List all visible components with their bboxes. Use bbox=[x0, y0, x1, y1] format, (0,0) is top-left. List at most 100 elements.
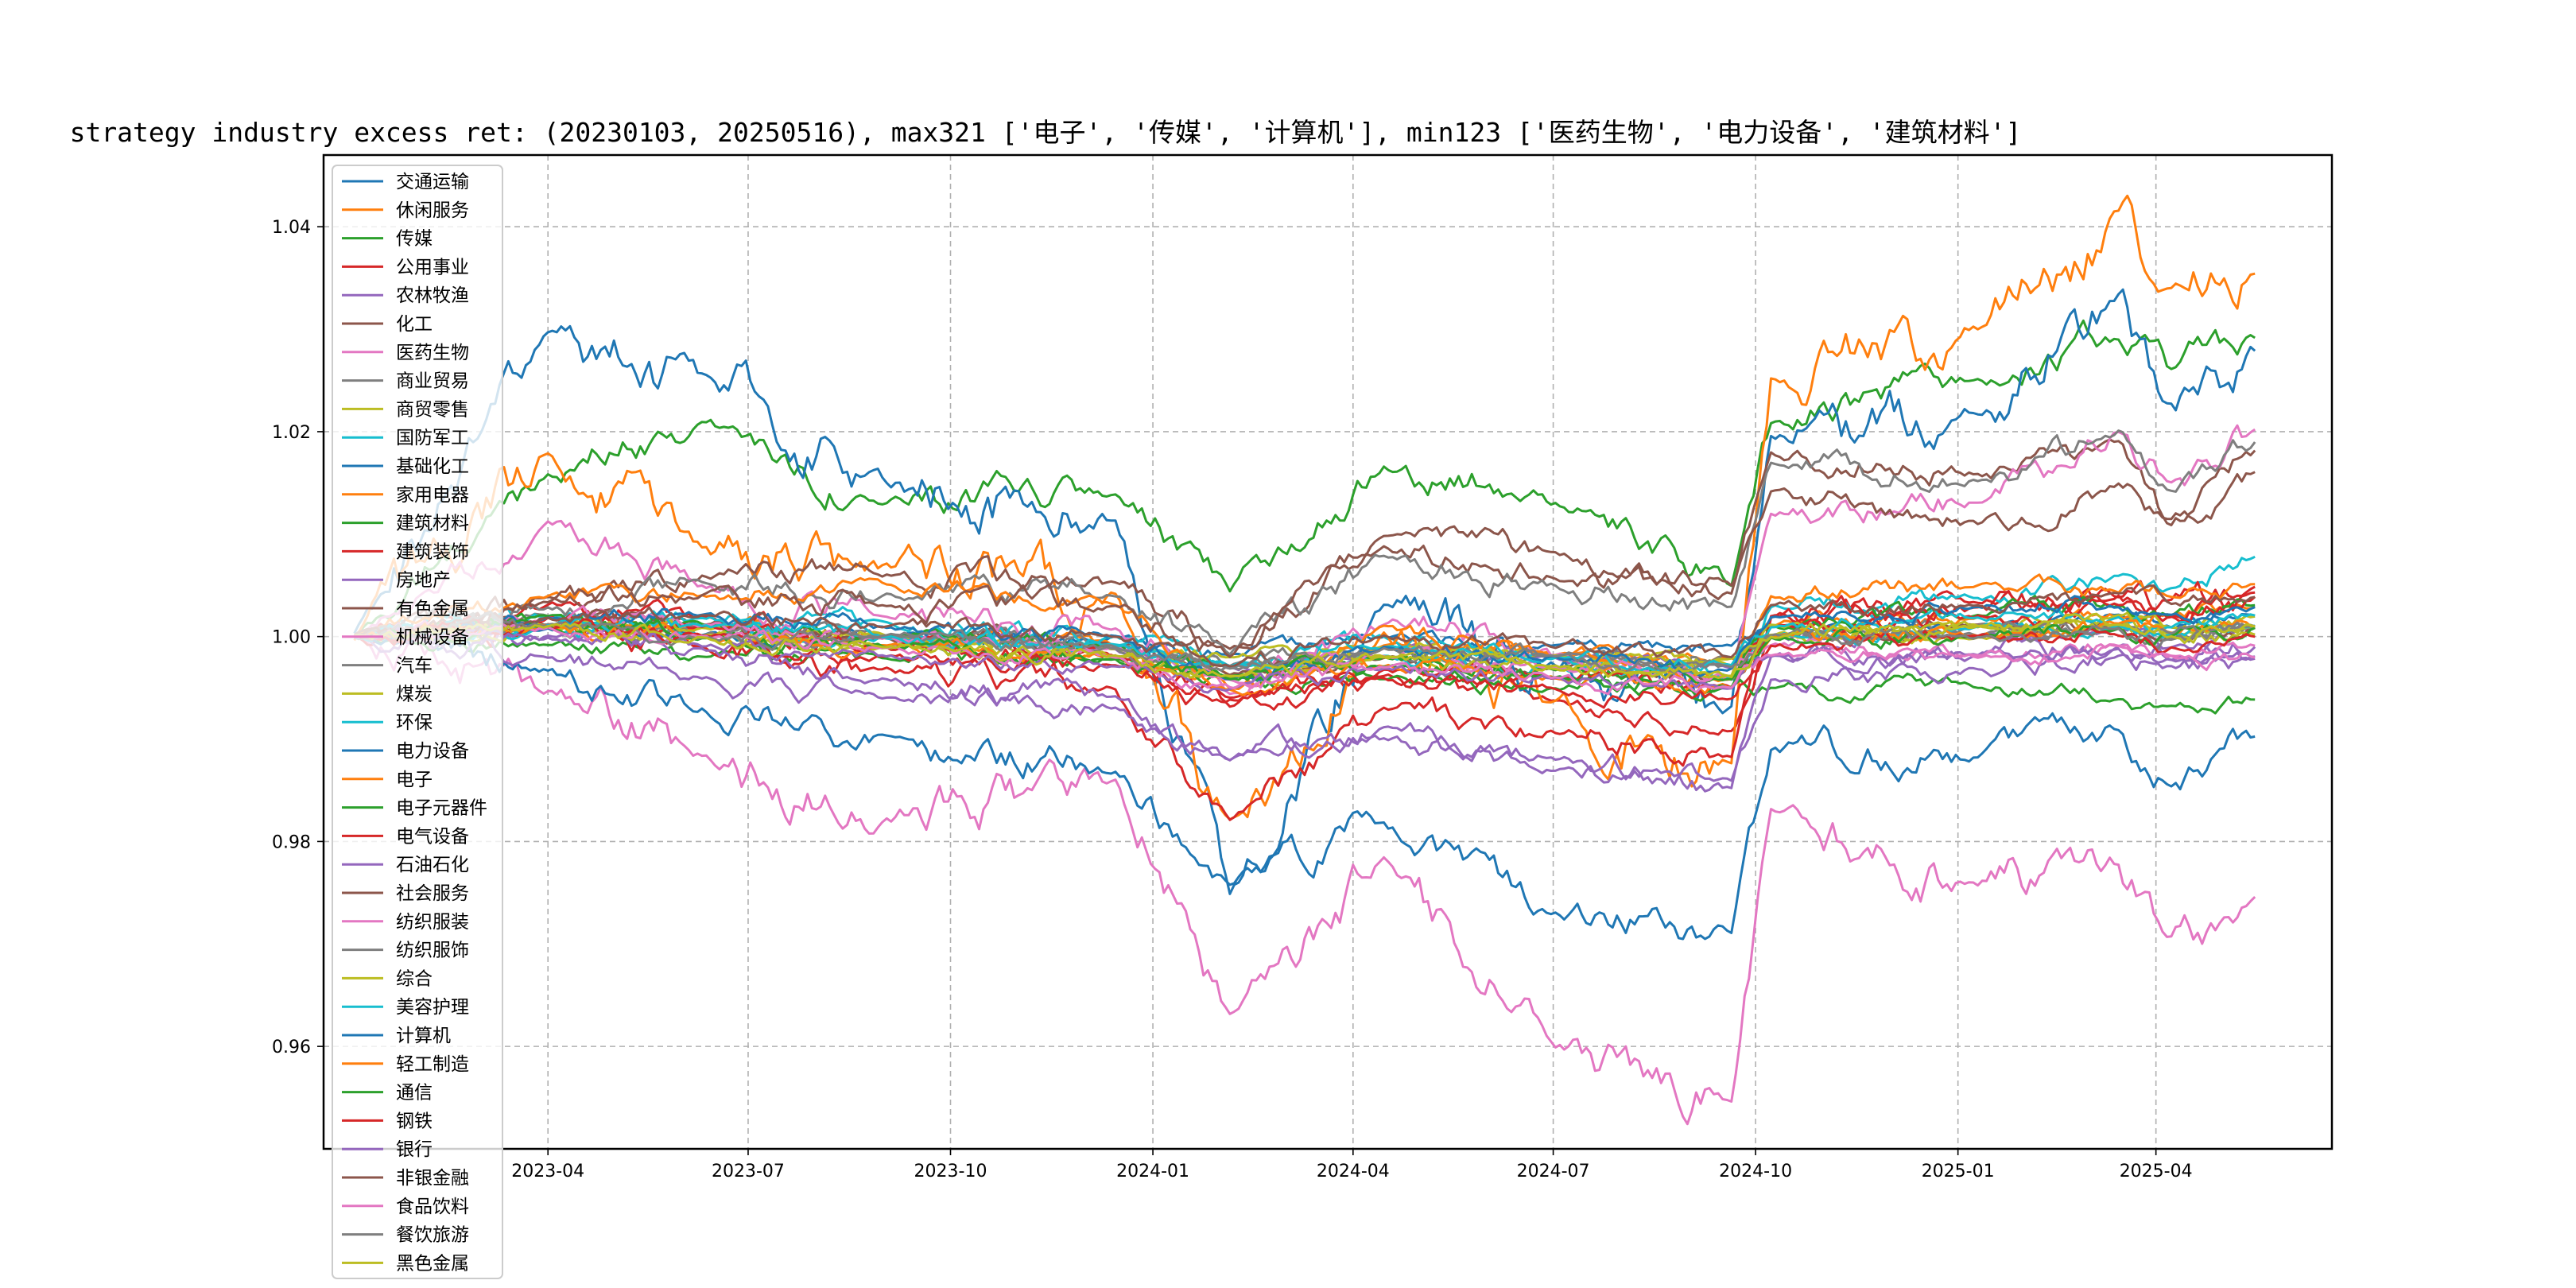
plot-frame bbox=[322, 153, 2334, 1150]
legend-entry: 电子 bbox=[342, 770, 433, 790]
series-line bbox=[353, 288, 2256, 895]
y-tick-label: 1.04 bbox=[272, 218, 311, 238]
legend-entry: 美容护理 bbox=[342, 997, 469, 1018]
legend-label: 计算机 bbox=[396, 1026, 451, 1046]
y-tick-label: 0.96 bbox=[272, 1038, 311, 1057]
legend-label: 交通运输 bbox=[396, 172, 469, 192]
legend-label: 石油石化 bbox=[396, 855, 469, 875]
legend-label: 纺织服饰 bbox=[396, 941, 469, 961]
legend-label: 电子 bbox=[396, 770, 433, 790]
legend-entry: 建筑装饰 bbox=[342, 541, 469, 562]
legend-label: 纺织服装 bbox=[396, 912, 469, 933]
x-tick-label: 2024-07 bbox=[1517, 1162, 1590, 1181]
legend-label: 机械设备 bbox=[396, 627, 469, 648]
legend-entry: 计算机 bbox=[342, 1026, 451, 1046]
series-lines bbox=[353, 194, 2256, 1126]
legend-entry: 食品饮料 bbox=[342, 1197, 469, 1217]
legend-label: 社会服务 bbox=[396, 883, 469, 904]
series-line bbox=[354, 611, 2256, 687]
legend-entry: 房地产 bbox=[342, 570, 451, 591]
y-axis: 0.96 0.98 1.00 1.02 1.04 bbox=[272, 218, 324, 1057]
legend-label: 电子元器件 bbox=[396, 798, 487, 819]
legend-entry: 电力设备 bbox=[342, 741, 469, 762]
legend-label: 银行 bbox=[396, 1139, 433, 1160]
series-line bbox=[354, 607, 2256, 674]
legend-label: 商贸零售 bbox=[396, 399, 469, 420]
legend-entry: 环保 bbox=[342, 712, 433, 733]
series-line bbox=[354, 585, 2256, 737]
series-line bbox=[353, 319, 2256, 638]
legend-entry: 机械设备 bbox=[342, 627, 469, 648]
legend-entry: 休闲服务 bbox=[342, 200, 469, 221]
legend-entry: 纺织服饰 bbox=[342, 941, 469, 961]
legend-label: 公用事业 bbox=[396, 257, 469, 277]
y-tick-label: 1.02 bbox=[272, 423, 311, 443]
x-tick-label: 2024-10 bbox=[1719, 1162, 1792, 1181]
legend-label: 建筑材料 bbox=[396, 514, 469, 534]
legend-label: 美容护理 bbox=[396, 997, 469, 1018]
legend-entry: 家用电器 bbox=[342, 485, 469, 506]
y-tick-label: 0.98 bbox=[272, 832, 311, 852]
legend-label: 黑色金属 bbox=[396, 1253, 469, 1274]
legend-label: 通信 bbox=[396, 1083, 433, 1104]
legend-entry: 有色金属 bbox=[342, 599, 469, 619]
legend-entry: 商贸零售 bbox=[342, 399, 469, 420]
legend-entry: 汽车 bbox=[342, 656, 433, 677]
legend-entry: 石油石化 bbox=[342, 855, 469, 875]
legend-label: 钢铁 bbox=[396, 1111, 433, 1131]
legend-label: 医药生物 bbox=[396, 343, 469, 363]
legend-label: 农林牧渔 bbox=[396, 285, 469, 306]
x-tick-label: 2023-04 bbox=[511, 1162, 584, 1181]
series-line bbox=[354, 626, 2256, 793]
legend-entry: 传媒 bbox=[342, 229, 433, 250]
legend-entry: 公用事业 bbox=[342, 257, 469, 277]
legend-label: 餐饮旅游 bbox=[396, 1225, 469, 1246]
x-tick-label: 2023-07 bbox=[712, 1162, 785, 1181]
legend-entry: 非银金融 bbox=[342, 1168, 469, 1189]
series-line bbox=[354, 429, 2256, 656]
legend-label: 国防军工 bbox=[396, 428, 469, 448]
legend-entry: 交通运输 bbox=[342, 172, 469, 192]
series-line bbox=[353, 194, 2256, 821]
legend-entry: 银行 bbox=[342, 1139, 433, 1160]
legend-label: 家用电器 bbox=[396, 485, 469, 506]
legend-label: 汽车 bbox=[396, 656, 433, 677]
series-line bbox=[354, 634, 2256, 1126]
legend-label: 非银金融 bbox=[396, 1168, 469, 1189]
legend-entry: 通信 bbox=[342, 1083, 433, 1104]
legend-entry: 医药生物 bbox=[342, 343, 469, 363]
legend-entry: 农林牧渔 bbox=[342, 285, 469, 306]
x-tick-label: 2024-04 bbox=[1317, 1162, 1390, 1181]
legend-entry: 煤炭 bbox=[342, 684, 433, 704]
legend-box bbox=[332, 165, 503, 1279]
legend-label: 基础化工 bbox=[396, 456, 469, 477]
legend-label: 房地产 bbox=[396, 570, 451, 591]
series-line bbox=[354, 612, 2256, 679]
series-line bbox=[354, 619, 2256, 696]
legend-label: 建筑装饰 bbox=[396, 541, 469, 562]
legend-label: 综合 bbox=[396, 968, 433, 989]
legend-entry: 纺织服装 bbox=[342, 912, 469, 933]
series-line bbox=[354, 623, 2256, 696]
series-line bbox=[354, 610, 2256, 674]
y-tick-label: 1.00 bbox=[272, 628, 311, 648]
series-line bbox=[354, 623, 2256, 941]
series-line bbox=[354, 627, 2256, 786]
legend-entry: 钢铁 bbox=[342, 1111, 433, 1131]
legend-label: 电力设备 bbox=[396, 741, 469, 762]
legend-entry: 餐饮旅游 bbox=[342, 1225, 469, 1246]
legend-label: 轻工制造 bbox=[396, 1054, 469, 1075]
legend-entry: 综合 bbox=[342, 968, 433, 989]
legend-entry: 国防军工 bbox=[342, 428, 469, 448]
legend-entry: 建筑材料 bbox=[342, 514, 469, 534]
legend-entry: 电子元器件 bbox=[342, 798, 487, 819]
x-tick-label: 2025-04 bbox=[2120, 1162, 2193, 1181]
legend-entry: 电气设备 bbox=[342, 826, 469, 847]
legend-entry: 基础化工 bbox=[342, 456, 469, 477]
legend-label: 环保 bbox=[396, 712, 433, 733]
legend-entry: 黑色金属 bbox=[342, 1253, 469, 1274]
legend-label: 休闲服务 bbox=[396, 200, 469, 221]
legend-entry: 社会服务 bbox=[342, 883, 469, 904]
series-line bbox=[354, 438, 2256, 650]
